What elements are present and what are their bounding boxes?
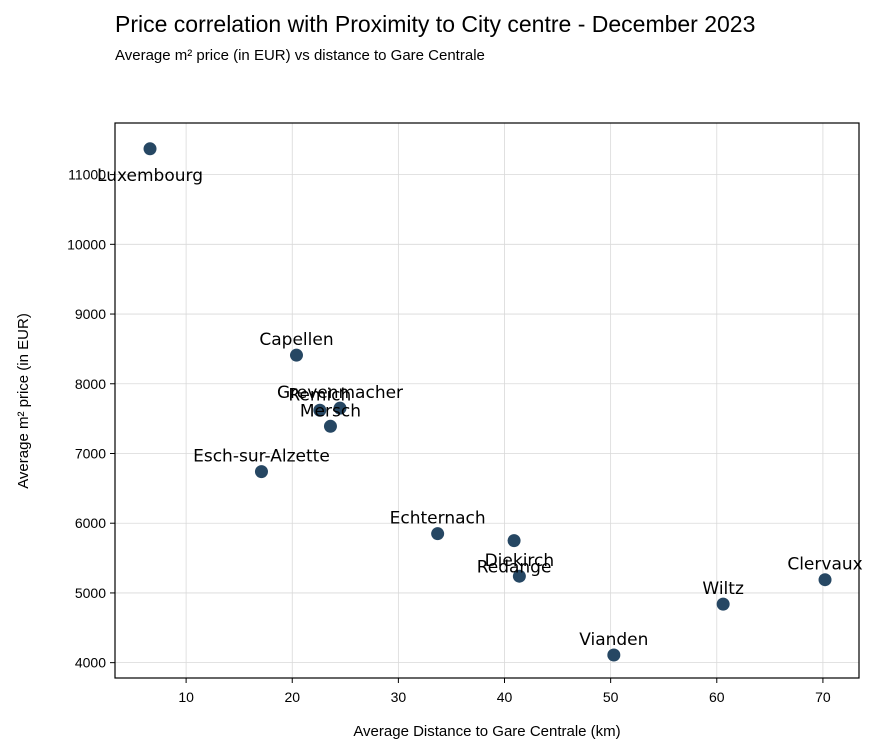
point-label: Esch-sur-Alzette — [193, 447, 330, 467]
data-point — [607, 648, 621, 662]
data-point — [254, 465, 268, 479]
x-tick-label: 10 — [178, 689, 194, 705]
grid-lines — [115, 123, 859, 678]
y-tick-label: 9000 — [75, 306, 106, 322]
plot-frame — [114, 122, 860, 679]
data-points — [143, 142, 832, 662]
y-axis-label: Average m² price (in EUR) — [15, 313, 32, 489]
data-point — [143, 142, 157, 156]
chart-title: Price correlation with Proximity to City… — [115, 11, 756, 37]
y-tick-label: 6000 — [75, 515, 106, 531]
x-axis-label: Average Distance to Gare Centrale (km) — [353, 723, 620, 740]
data-point — [323, 419, 337, 433]
point-label: Echternach — [390, 509, 486, 529]
chart-subtitle: Average m² price (in EUR) vs distance to… — [115, 47, 485, 64]
point-label: Luxembourg — [97, 166, 203, 186]
point-label: Diekirch — [485, 551, 555, 571]
x-tick-label: 60 — [709, 689, 725, 705]
data-point — [333, 401, 347, 415]
point-label: Vianden — [579, 630, 648, 650]
data-point — [431, 527, 445, 541]
data-point — [507, 534, 521, 548]
point-label: Wiltz — [702, 579, 744, 599]
x-tick-label: 50 — [603, 689, 619, 705]
data-point — [289, 348, 303, 362]
point-label: Grevenmacher — [277, 383, 403, 403]
y-tick-label: 5000 — [75, 585, 106, 601]
data-point — [512, 569, 526, 583]
y-tick-label: 4000 — [75, 655, 106, 671]
point-label: Clervaux — [787, 555, 862, 575]
axis-ticks: 10 20 30 40 50 60 70 4000 5000 6000 7000 8000 9000 10… — [67, 167, 831, 705]
data-point — [716, 597, 730, 611]
point-labels: Luxembourg Capellen GrevenmacherRemichMers… — [97, 166, 863, 650]
x-tick-label: 70 — [815, 689, 831, 705]
data-point — [313, 403, 327, 417]
x-tick-label: 20 — [284, 689, 300, 705]
data-point — [818, 573, 832, 587]
y-tick-label: 8000 — [75, 376, 106, 392]
point-label: Capellen — [259, 330, 333, 350]
y-tick-label: 7000 — [75, 445, 106, 461]
x-tick-label: 30 — [391, 689, 407, 705]
point-label: Remich — [288, 385, 351, 405]
x-tick-label: 40 — [497, 689, 513, 705]
y-tick-label: 11000 — [68, 167, 106, 183]
point-label: Mersch — [300, 401, 361, 421]
y-tick-label: 10000 — [67, 236, 106, 252]
point-label: Redange — [477, 558, 552, 578]
